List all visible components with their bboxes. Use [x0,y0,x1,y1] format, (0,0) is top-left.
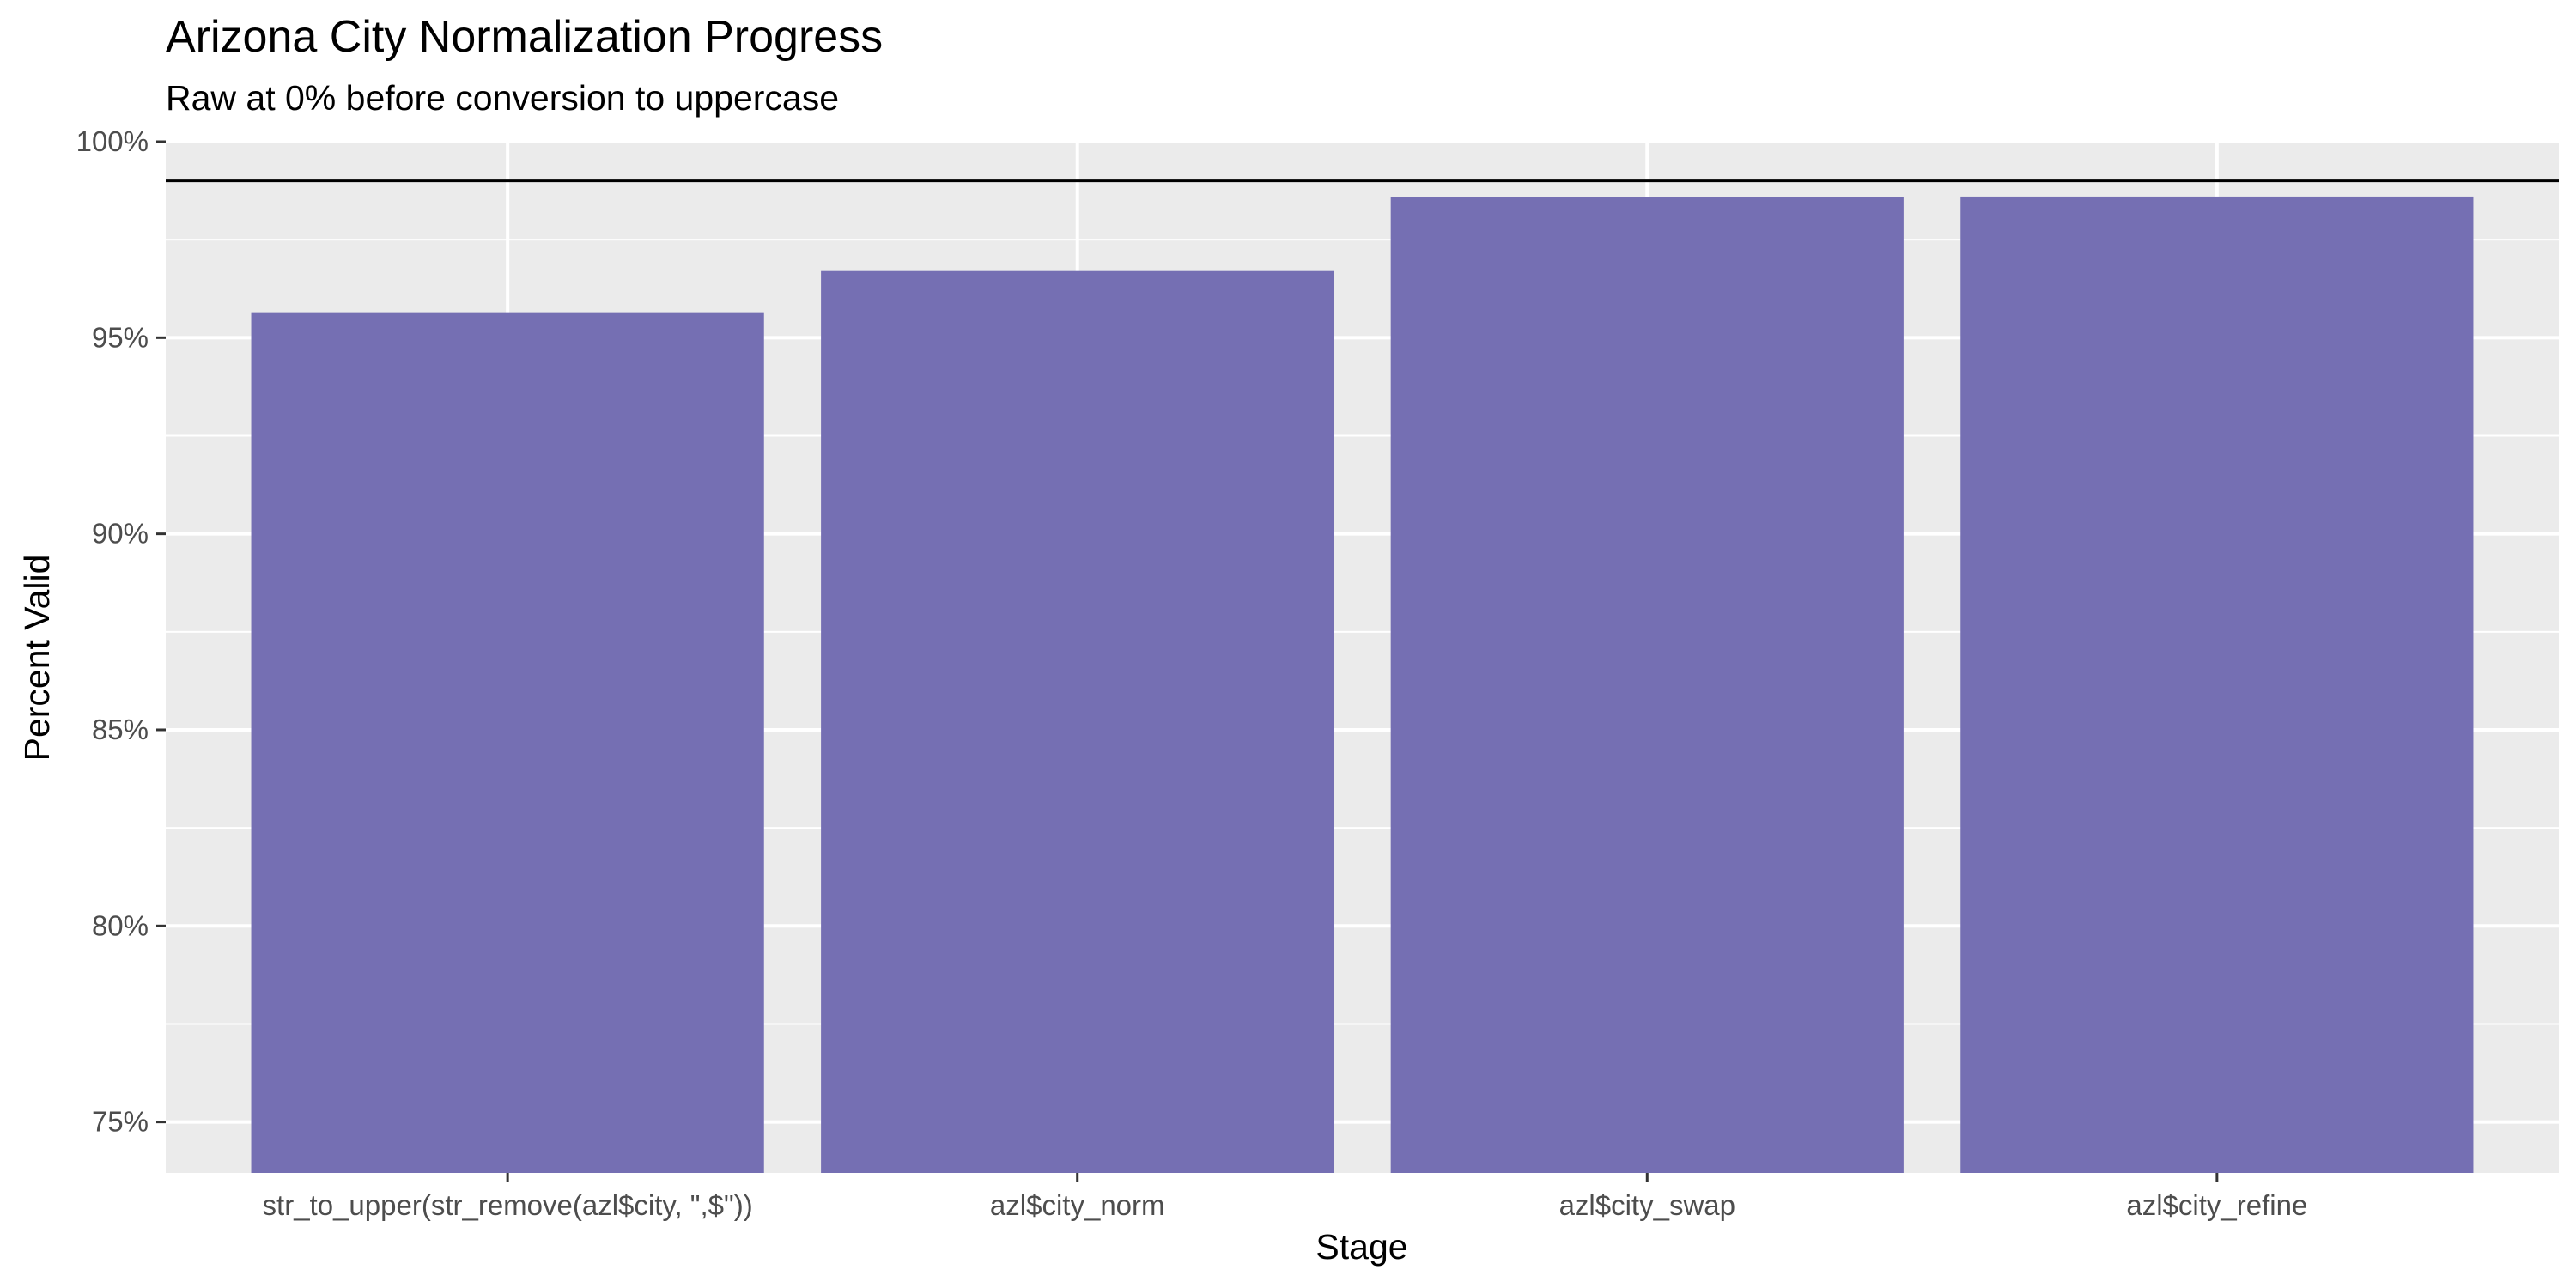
y-tick-label: 80% [92,909,149,941]
y-tick-label: 75% [92,1106,149,1138]
bar-1 [251,312,764,1173]
y-tick-label: 85% [92,714,149,745]
bars [251,196,2474,1174]
bar-4 [1960,196,2474,1174]
y-tick-label: 100% [76,125,149,157]
x-tick-label: azl$city_swap [1559,1189,1735,1221]
chart-subtitle: Raw at 0% before conversion to uppercase [166,78,839,118]
x-tick-label: str_to_upper(str_remove(azl$city, ",$")) [263,1189,753,1221]
x-tick-label: azl$city_refine [2126,1189,2307,1221]
x-axis-ticks: str_to_upper(str_remove(azl$city, ",$"))… [263,1173,2307,1221]
chart-title: Arizona City Normalization Progress [166,12,883,62]
y-tick-label: 95% [92,321,149,353]
bar-3 [1390,197,1904,1174]
y-axis-label: Percent Valid [17,555,57,762]
y-tick-label: 90% [92,518,149,550]
x-axis-label: Stage [1315,1227,1407,1267]
y-axis-ticks: 75% 80% 85% 90% 95% 100% [76,125,166,1138]
x-tick-label: azl$city_norm [990,1189,1165,1221]
bar-2 [821,270,1334,1174]
